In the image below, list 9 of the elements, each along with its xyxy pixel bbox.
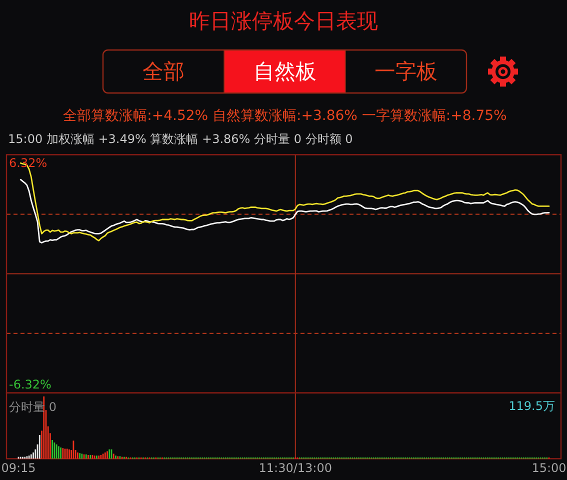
text: 全部 (142, 60, 185, 84)
text: 昨日涨停板今日表现 (189, 9, 378, 33)
x-tick-label: 15:00 (532, 461, 566, 475)
x-tick-label: 11:30/13:00 (258, 461, 332, 475)
text: 全部算数涨幅:+4.52% 自然算数涨幅:+3.86% 一字算数涨幅:+8.75% (63, 108, 507, 124)
text: 自然板 (253, 60, 316, 84)
x-tick-label: 09:15 (1, 461, 36, 475)
annotation: 119.5万 (508, 399, 555, 413)
text: 一字板 (374, 60, 438, 84)
